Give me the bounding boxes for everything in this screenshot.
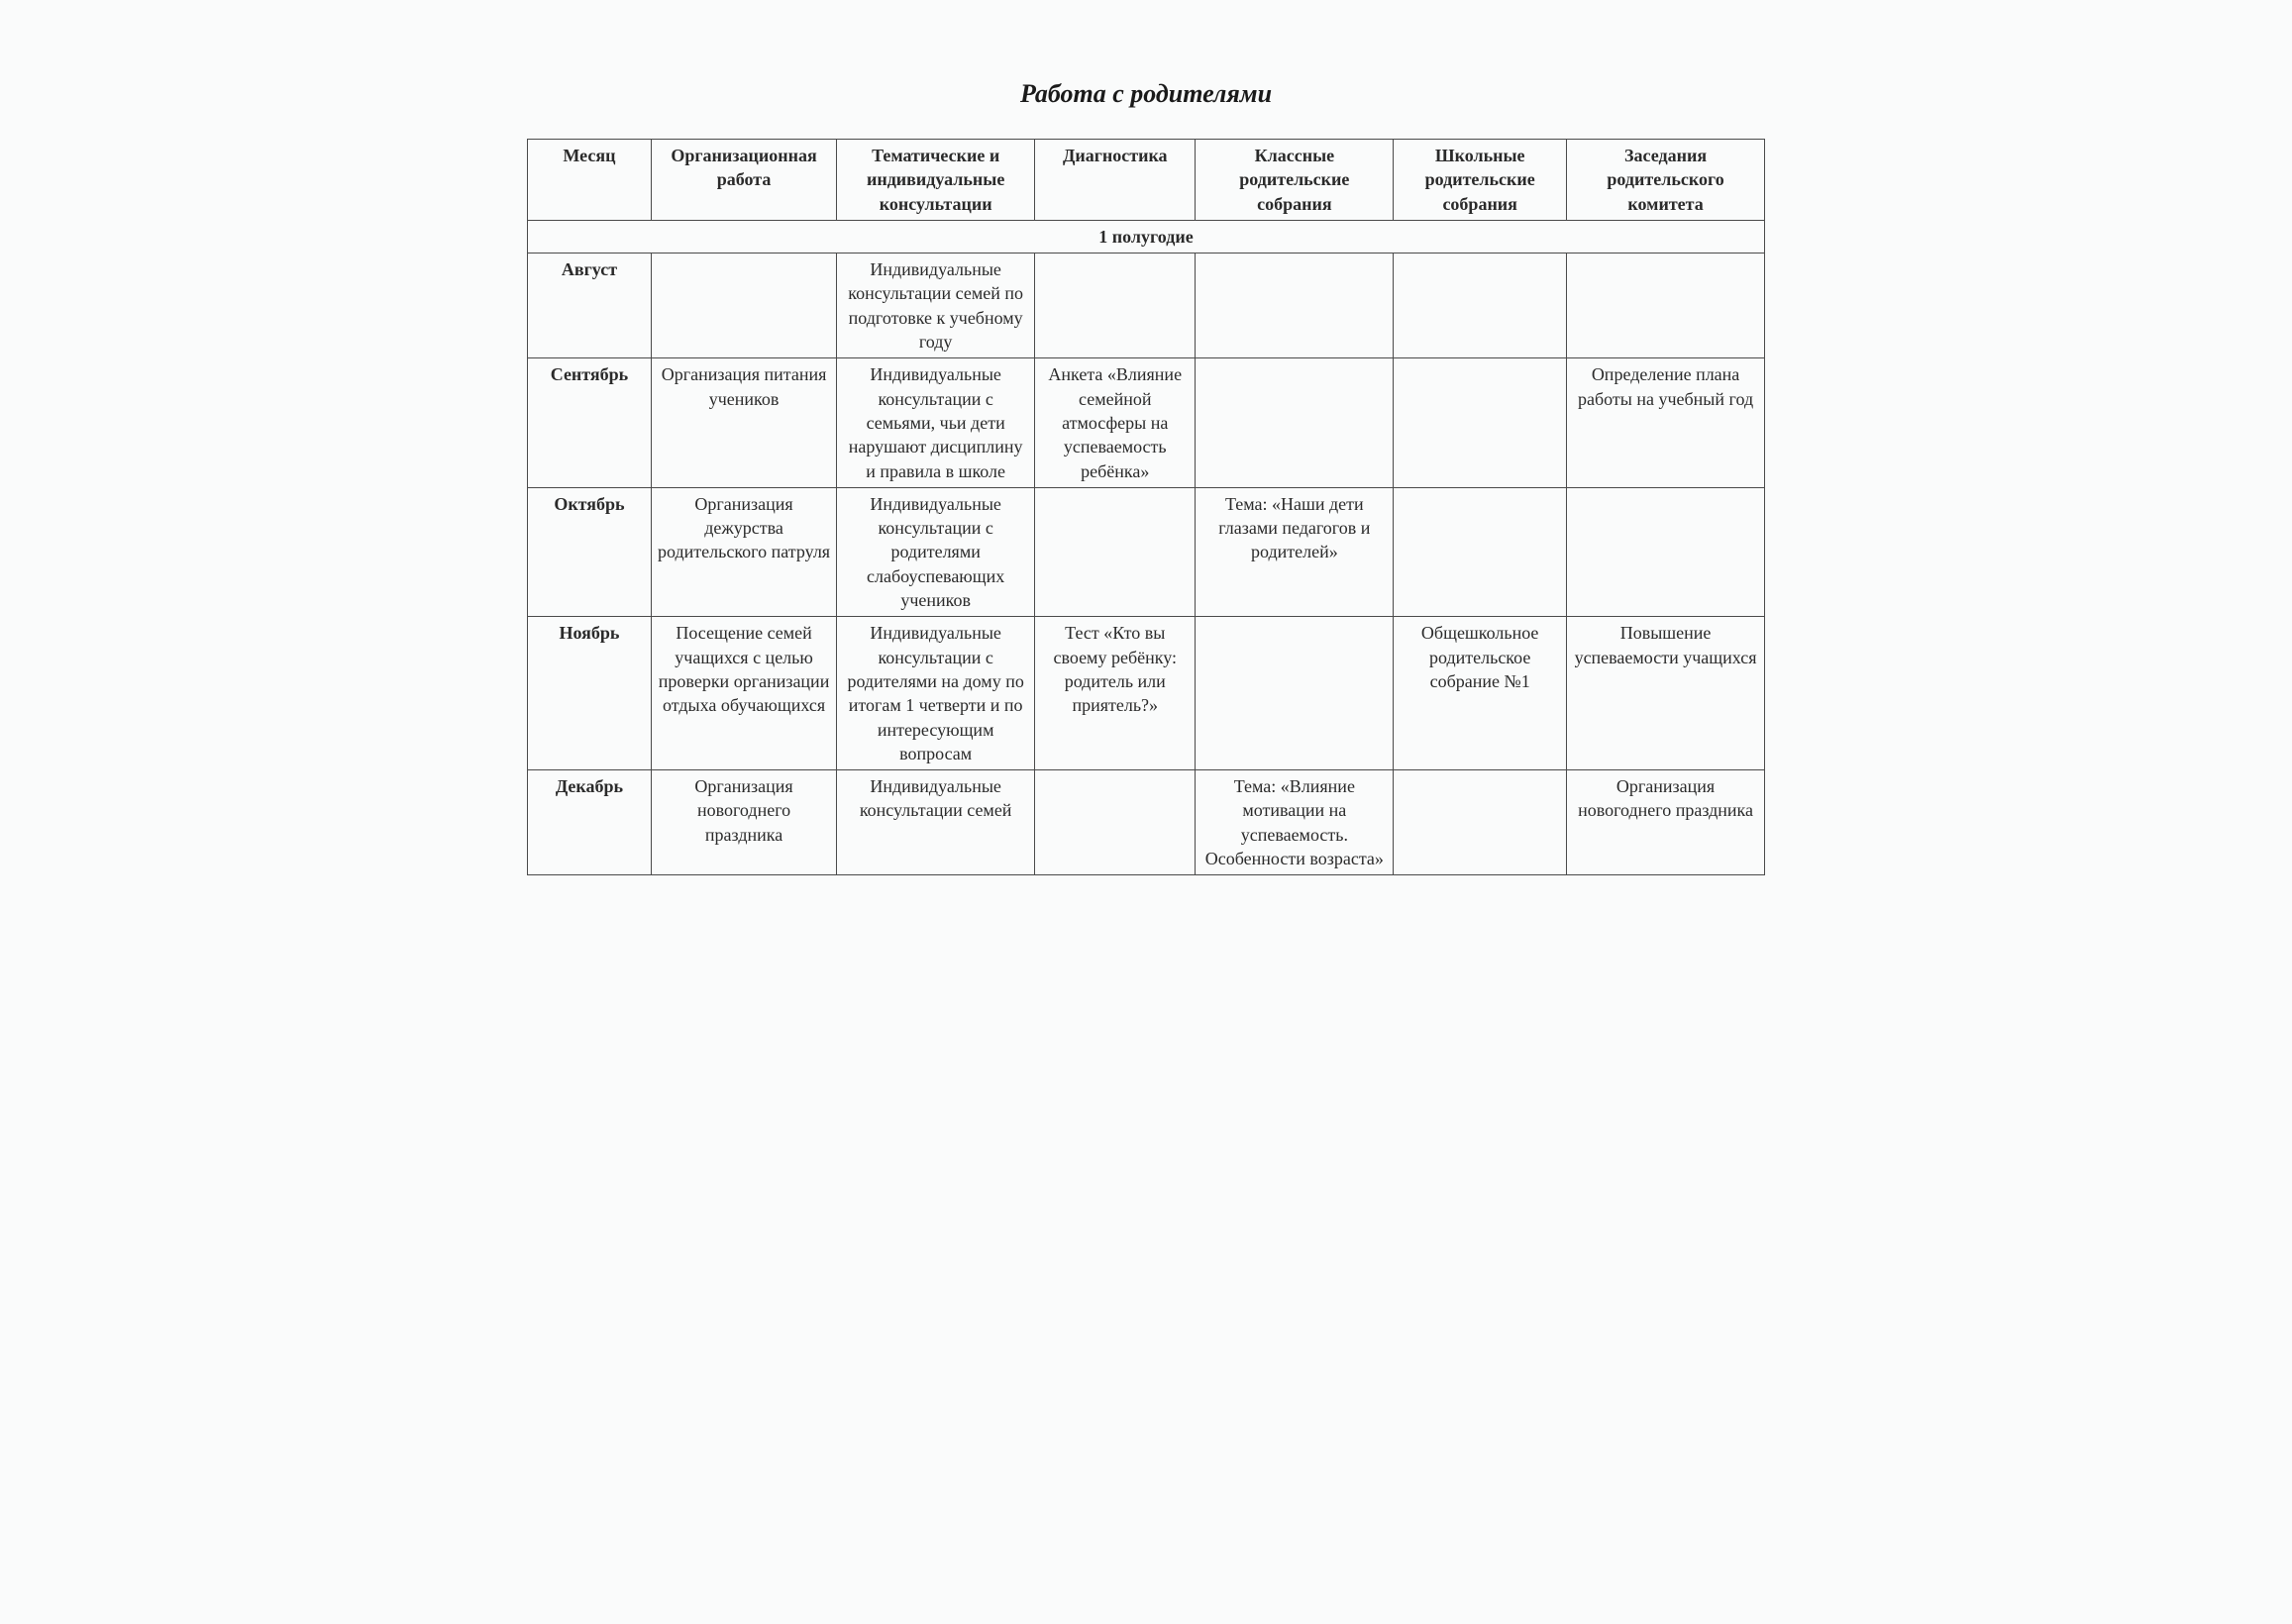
table-row: Декабрь Организация новогоднего праздник… — [528, 770, 1765, 875]
cell-month: Ноябрь — [528, 617, 652, 770]
cell-diag: Тест «Кто вы своему ребёнку: родитель ил… — [1035, 617, 1196, 770]
cell-school-meeting — [1394, 487, 1567, 616]
col-header-consult: Тематические и индивидуальные консультац… — [837, 140, 1035, 221]
cell-consult: Индивидуальные консультации с родителями… — [837, 617, 1035, 770]
section-label: 1 полугодие — [528, 220, 1765, 253]
cell-class-meeting: Тема: «Наши дети глазами педагогов и род… — [1196, 487, 1394, 616]
table-row: Ноябрь Посещение семей учащихся с целью … — [528, 617, 1765, 770]
cell-org: Организация дежурства родительского патр… — [651, 487, 836, 616]
col-header-committee: Заседания родительского комитета — [1567, 140, 1765, 221]
cell-org: Посещение семей учащихся с целью проверк… — [651, 617, 836, 770]
col-header-month: Месяц — [528, 140, 652, 221]
cell-month: Октябрь — [528, 487, 652, 616]
cell-class-meeting: Тема: «Влияние мотивации на успеваемость… — [1196, 770, 1394, 875]
cell-school-meeting — [1394, 254, 1567, 358]
cell-class-meeting — [1196, 254, 1394, 358]
cell-committee: Определение плана работы на учебный год — [1567, 358, 1765, 487]
section-row: 1 полугодие — [528, 220, 1765, 253]
cell-month: Август — [528, 254, 652, 358]
cell-consult: Индивидуальные консультации семей по под… — [837, 254, 1035, 358]
cell-consult: Индивидуальные консультации семей — [837, 770, 1035, 875]
page-title: Работа с родителями — [527, 79, 1765, 109]
cell-class-meeting — [1196, 358, 1394, 487]
cell-class-meeting — [1196, 617, 1394, 770]
cell-committee: Повышение успеваемости учащихся — [1567, 617, 1765, 770]
col-header-org: Организационная работа — [651, 140, 836, 221]
table-row: Октябрь Организация дежурства родительск… — [528, 487, 1765, 616]
col-header-class-meeting: Классные родительские собрания — [1196, 140, 1394, 221]
cell-org: Организация новогоднего праздника — [651, 770, 836, 875]
cell-month: Декабрь — [528, 770, 652, 875]
col-header-diag: Диагностика — [1035, 140, 1196, 221]
cell-org: Организация питания учеников — [651, 358, 836, 487]
col-header-school-meeting: Школьные родительские собрания — [1394, 140, 1567, 221]
schedule-table: Месяц Организационная работа Тематически… — [527, 139, 1765, 875]
table-row: Сентябрь Организация питания учеников Ин… — [528, 358, 1765, 487]
cell-school-meeting — [1394, 770, 1567, 875]
cell-school-meeting: Общешкольное родительское собрание №1 — [1394, 617, 1567, 770]
cell-committee — [1567, 487, 1765, 616]
cell-month: Сентябрь — [528, 358, 652, 487]
cell-org — [651, 254, 836, 358]
cell-diag: Анкета «Влияние семейной атмосферы на ус… — [1035, 358, 1196, 487]
cell-consult: Индивидуальные консультации с родителями… — [837, 487, 1035, 616]
cell-diag — [1035, 770, 1196, 875]
cell-diag — [1035, 254, 1196, 358]
cell-committee — [1567, 254, 1765, 358]
cell-committee: Организация новогоднего праздника — [1567, 770, 1765, 875]
document-page: Работа с родителями Месяц Организационна… — [527, 79, 1765, 875]
cell-diag — [1035, 487, 1196, 616]
cell-consult: Индивидуальные консультации с семьями, ч… — [837, 358, 1035, 487]
cell-school-meeting — [1394, 358, 1567, 487]
table-row: Август Индивидуальные консультации семей… — [528, 254, 1765, 358]
table-header-row: Месяц Организационная работа Тематически… — [528, 140, 1765, 221]
